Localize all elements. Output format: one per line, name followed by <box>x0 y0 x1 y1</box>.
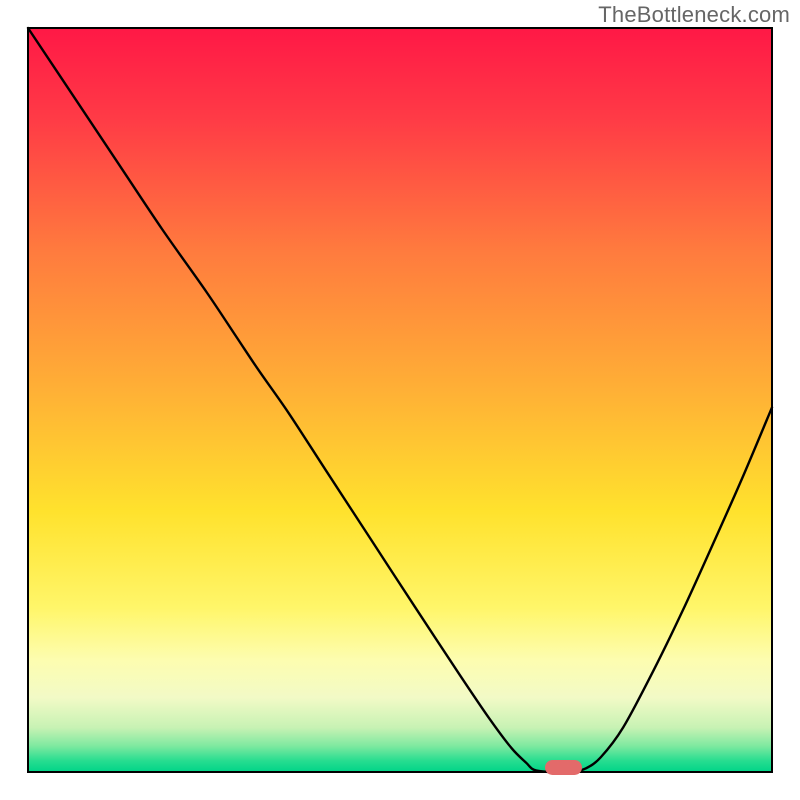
optimal-point-marker <box>545 760 582 775</box>
gradient-background <box>28 28 772 772</box>
bottleneck-chart <box>0 0 800 800</box>
watermark-label: TheBottleneck.com <box>598 2 790 28</box>
chart-container: TheBottleneck.com <box>0 0 800 800</box>
